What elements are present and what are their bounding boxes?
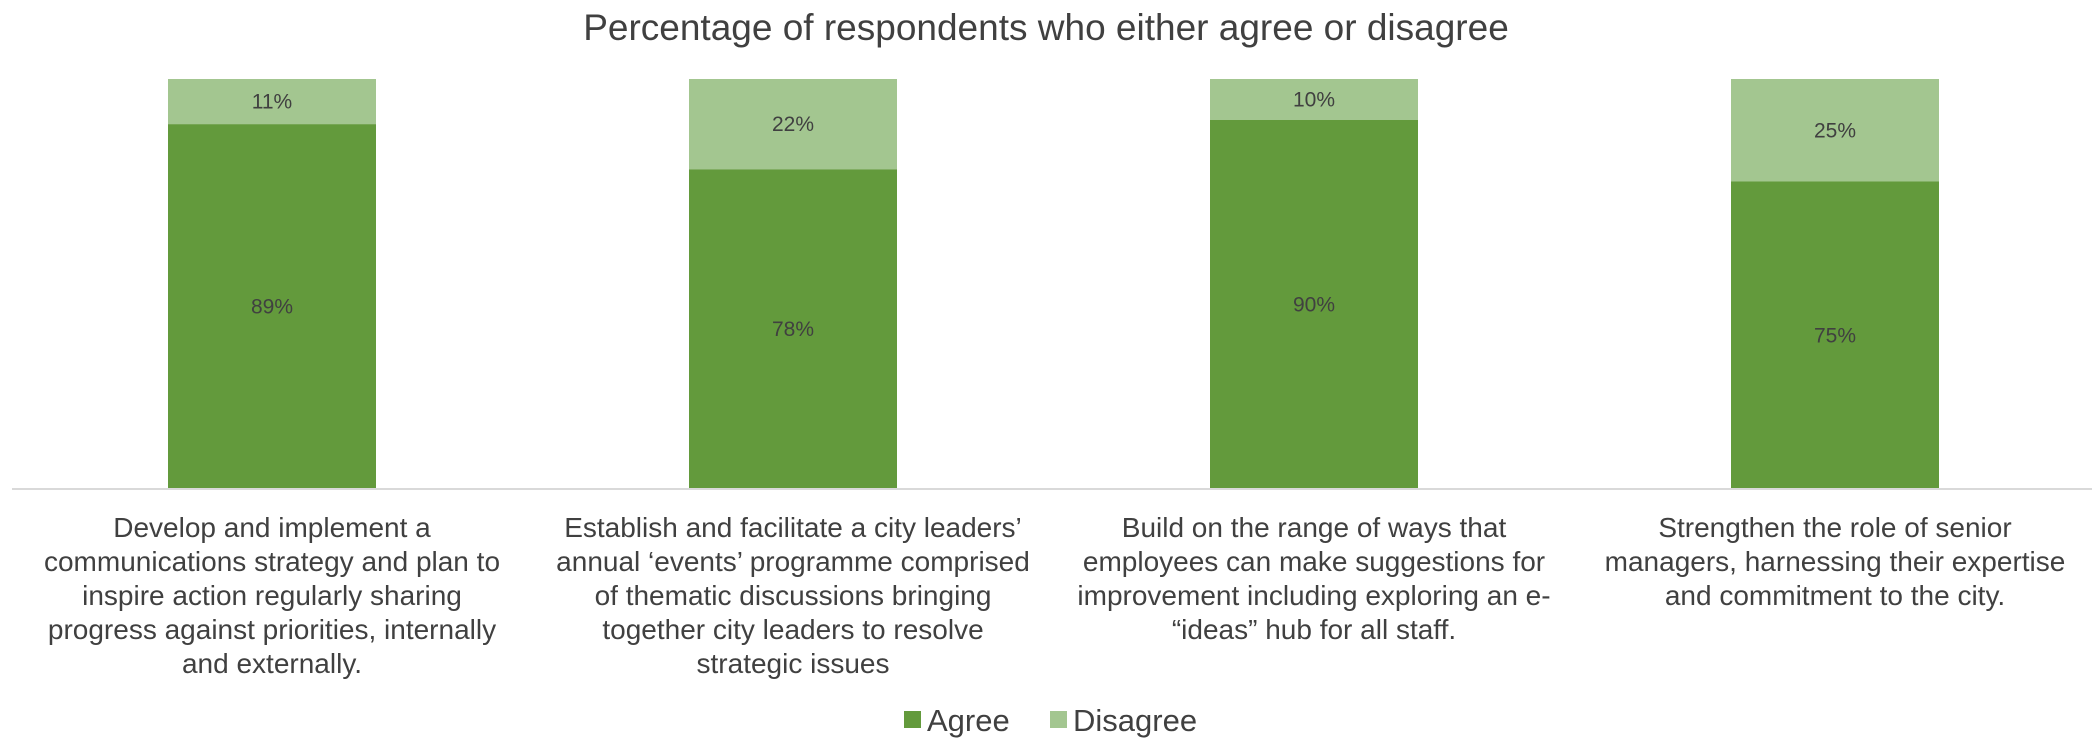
bars-layer: 89% 11% 78% 22% 90% 10% 75% 25% <box>168 79 1939 489</box>
category-label-line: employees can make suggestions for <box>1083 546 1545 577</box>
chart-title: Percentage of respondents who either agr… <box>583 7 1509 48</box>
data-label-agree-1: 89% <box>251 296 293 319</box>
legend-swatch-agree <box>904 711 921 728</box>
category-label-line: Develop and implement a <box>113 512 431 543</box>
bar-disagree-4 <box>1731 79 1939 182</box>
data-label-disagree-4: 25% <box>1814 119 1856 142</box>
data-label-agree-4: 75% <box>1814 324 1856 347</box>
category-label-line: of thematic discussions bringing <box>595 580 992 611</box>
category-label-line: strategic issues <box>697 648 890 679</box>
category-labels: Develop and implement a communications st… <box>44 512 2065 679</box>
data-label-agree-3: 90% <box>1293 294 1335 317</box>
legend-label-disagree: Disagree <box>1073 703 1197 738</box>
category-label-line: managers, harnessing their expertise <box>1605 546 2066 577</box>
category-label-line: improvement including exploring an e- <box>1077 580 1550 611</box>
category-label-3: Build on the range of ways that employees… <box>1077 512 1550 645</box>
category-label-4: Strengthen the role of senior managers, h… <box>1605 512 2066 611</box>
category-label-line: Establish and facilitate a city leaders’ <box>564 512 1022 543</box>
category-label-1: Develop and implement a communications st… <box>44 512 500 679</box>
bar-disagree-3 <box>1210 79 1418 120</box>
category-label-line: and commitment to the city. <box>1665 580 2005 611</box>
category-label-line: Strengthen the role of senior <box>1658 512 2011 543</box>
bar-disagree-2 <box>689 79 897 170</box>
category-label-line: and externally. <box>182 648 362 679</box>
category-label-line: progress against priorities, internally <box>48 614 496 645</box>
data-label-disagree-2: 22% <box>772 113 814 136</box>
data-label-disagree-1: 11% <box>252 91 292 114</box>
data-label-disagree-3: 10% <box>1293 89 1335 112</box>
data-label-agree-2: 78% <box>772 318 814 341</box>
bar-agree-1 <box>168 124 376 489</box>
bar-agree-3 <box>1210 120 1418 489</box>
category-label-line: communications strategy and plan to <box>44 546 500 577</box>
legend: Agree Disagree <box>904 703 1197 738</box>
category-label-line: together city leaders to resolve <box>602 614 983 645</box>
category-label-line: inspire action regularly sharing <box>82 580 462 611</box>
category-label-line: Build on the range of ways that <box>1122 512 1507 543</box>
bar-agree-4 <box>1731 181 1939 489</box>
category-label-line: annual ‘events’ programme comprised <box>556 546 1030 577</box>
category-label-2: Establish and facilitate a city leaders’… <box>556 512 1030 679</box>
legend-label-agree: Agree <box>927 703 1010 738</box>
bar-agree-2 <box>689 169 897 489</box>
legend-swatch-disagree <box>1050 711 1067 728</box>
bar-disagree-1 <box>168 79 376 125</box>
category-label-line: “ideas” hub for all staff. <box>1172 614 1456 645</box>
